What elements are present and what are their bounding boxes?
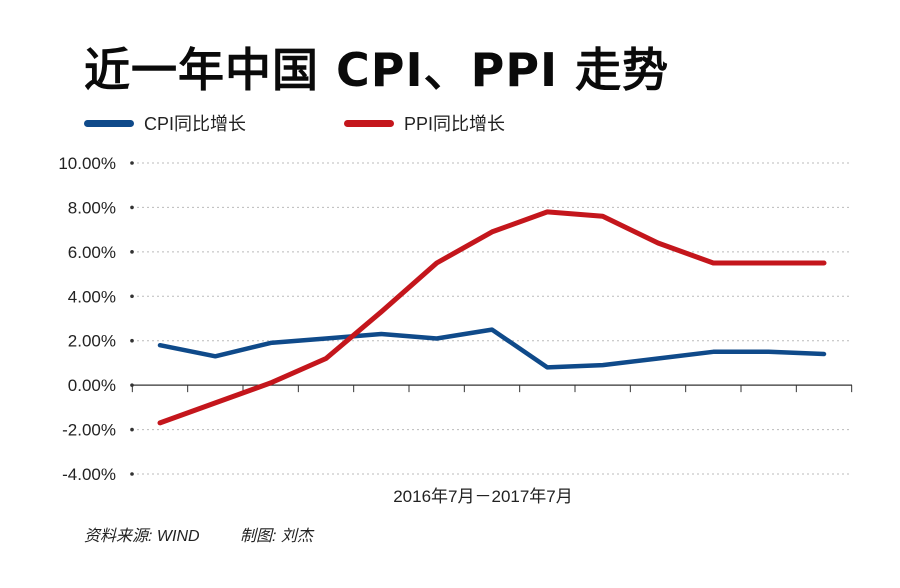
legend: CPI同比增长 PPI同比增长 [0,110,900,136]
y-tick-label: -2.00% [62,421,116,440]
y-tick-dot [130,161,134,165]
y-tick-dot [130,338,134,343]
y-tick-label: -4.00% [62,465,116,484]
tick-label-layer: -4.00% -2.00% 0.00% 2.00% 4.00% 6.00% 8.00% 10.… [58,154,116,484]
y-tick-dot [130,472,134,476]
y-tick-dot [130,205,134,210]
legend-label-cpi: CPI同比增长 [144,114,247,134]
axis-layer [130,161,853,476]
grid-layer [132,162,852,475]
series-line-ppi [157,209,827,426]
legend-swatch-ppi [344,119,394,127]
y-tick-dot [130,294,134,299]
legend-item-ppi: PPI同比增长 [344,110,505,136]
series-line-cpi [157,327,827,370]
y-tick-label: 0.00% [68,376,116,395]
y-tick-label: 4.00% [68,287,116,306]
footer: 资料来源: WIND 制图: 刘杰 [84,522,313,546]
y-tick-dot [130,427,134,432]
legend-label-ppi: PPI同比增长 [404,114,506,134]
y-tick-dot [130,250,134,254]
chart-title: 近一年中国 CPI、PPI 走势 [84,43,670,97]
y-tick-label: 8.00% [68,198,116,217]
legend-item-cpi: CPI同比增长 [84,110,246,136]
source-note: 资料来源: WIND [84,528,200,545]
legend-swatch-cpi [84,119,134,127]
x-axis-label: 2016年7月－2017年7月 [393,487,573,506]
credit-note: 制图: 刘杰 [240,528,313,545]
y-tick-label: 2.00% [68,332,116,351]
series-layer [157,209,827,426]
y-tick-label: 6.00% [68,243,116,262]
y-tick-label: 10.00% [58,154,116,173]
